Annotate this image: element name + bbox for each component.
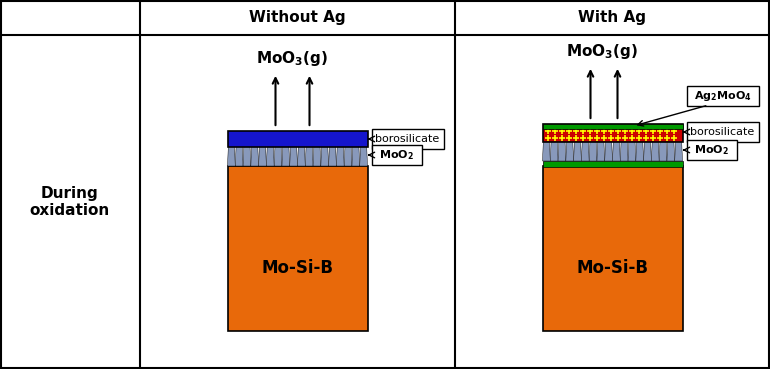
Text: During
oxidation: During oxidation bbox=[30, 186, 110, 218]
Polygon shape bbox=[659, 139, 667, 161]
Text: $\mathbf{MoO_3(g)}$: $\mathbf{MoO_3(g)}$ bbox=[256, 49, 329, 68]
FancyBboxPatch shape bbox=[687, 140, 736, 160]
Bar bbox=[227, 131, 367, 147]
FancyBboxPatch shape bbox=[687, 86, 758, 106]
Polygon shape bbox=[628, 139, 636, 161]
Bar bbox=[543, 124, 682, 142]
FancyBboxPatch shape bbox=[687, 122, 758, 142]
Polygon shape bbox=[236, 144, 243, 166]
Polygon shape bbox=[321, 144, 329, 166]
Polygon shape bbox=[651, 139, 659, 161]
Polygon shape bbox=[621, 139, 628, 161]
Text: borosilicate: borosilicate bbox=[376, 134, 440, 144]
Polygon shape bbox=[336, 144, 344, 166]
Polygon shape bbox=[543, 139, 551, 161]
Polygon shape bbox=[604, 139, 612, 161]
Text: borosilicate: borosilicate bbox=[691, 127, 755, 137]
Text: Mo-Si-B: Mo-Si-B bbox=[577, 259, 648, 277]
Polygon shape bbox=[551, 139, 558, 161]
FancyBboxPatch shape bbox=[371, 129, 444, 149]
Text: Mo-Si-B: Mo-Si-B bbox=[262, 259, 333, 277]
Polygon shape bbox=[566, 139, 574, 161]
Polygon shape bbox=[329, 144, 336, 166]
Polygon shape bbox=[243, 144, 251, 166]
Text: $\mathbf{MoO_3(g)}$: $\mathbf{MoO_3(g)}$ bbox=[567, 42, 638, 61]
Polygon shape bbox=[612, 139, 621, 161]
Polygon shape bbox=[558, 139, 566, 161]
Polygon shape bbox=[589, 139, 597, 161]
Polygon shape bbox=[290, 144, 297, 166]
Text: Without Ag: Without Ag bbox=[249, 10, 346, 25]
Polygon shape bbox=[274, 144, 282, 166]
Text: $\mathbf{MoO_2}$: $\mathbf{MoO_2}$ bbox=[379, 148, 414, 162]
Bar bbox=[543, 124, 682, 129]
Polygon shape bbox=[266, 144, 274, 166]
Polygon shape bbox=[313, 144, 321, 166]
Polygon shape bbox=[305, 144, 313, 166]
Polygon shape bbox=[352, 144, 360, 166]
Text: $\mathbf{Ag_2MoO_4}$: $\mathbf{Ag_2MoO_4}$ bbox=[694, 89, 752, 103]
Polygon shape bbox=[360, 144, 367, 166]
Polygon shape bbox=[297, 144, 305, 166]
Polygon shape bbox=[344, 144, 352, 166]
Polygon shape bbox=[282, 144, 290, 166]
FancyBboxPatch shape bbox=[371, 145, 421, 165]
Polygon shape bbox=[574, 139, 581, 161]
Text: $\mathbf{MoO_2}$: $\mathbf{MoO_2}$ bbox=[694, 143, 729, 157]
Bar bbox=[227, 166, 367, 331]
Polygon shape bbox=[227, 144, 236, 166]
Polygon shape bbox=[597, 139, 604, 161]
Text: With Ag: With Ag bbox=[578, 10, 647, 25]
Polygon shape bbox=[636, 139, 644, 161]
Bar bbox=[543, 166, 682, 331]
Polygon shape bbox=[675, 139, 682, 161]
Bar bbox=[543, 161, 682, 167]
Polygon shape bbox=[667, 139, 675, 161]
Polygon shape bbox=[251, 144, 259, 166]
Polygon shape bbox=[581, 139, 589, 161]
Polygon shape bbox=[259, 144, 266, 166]
Polygon shape bbox=[644, 139, 651, 161]
